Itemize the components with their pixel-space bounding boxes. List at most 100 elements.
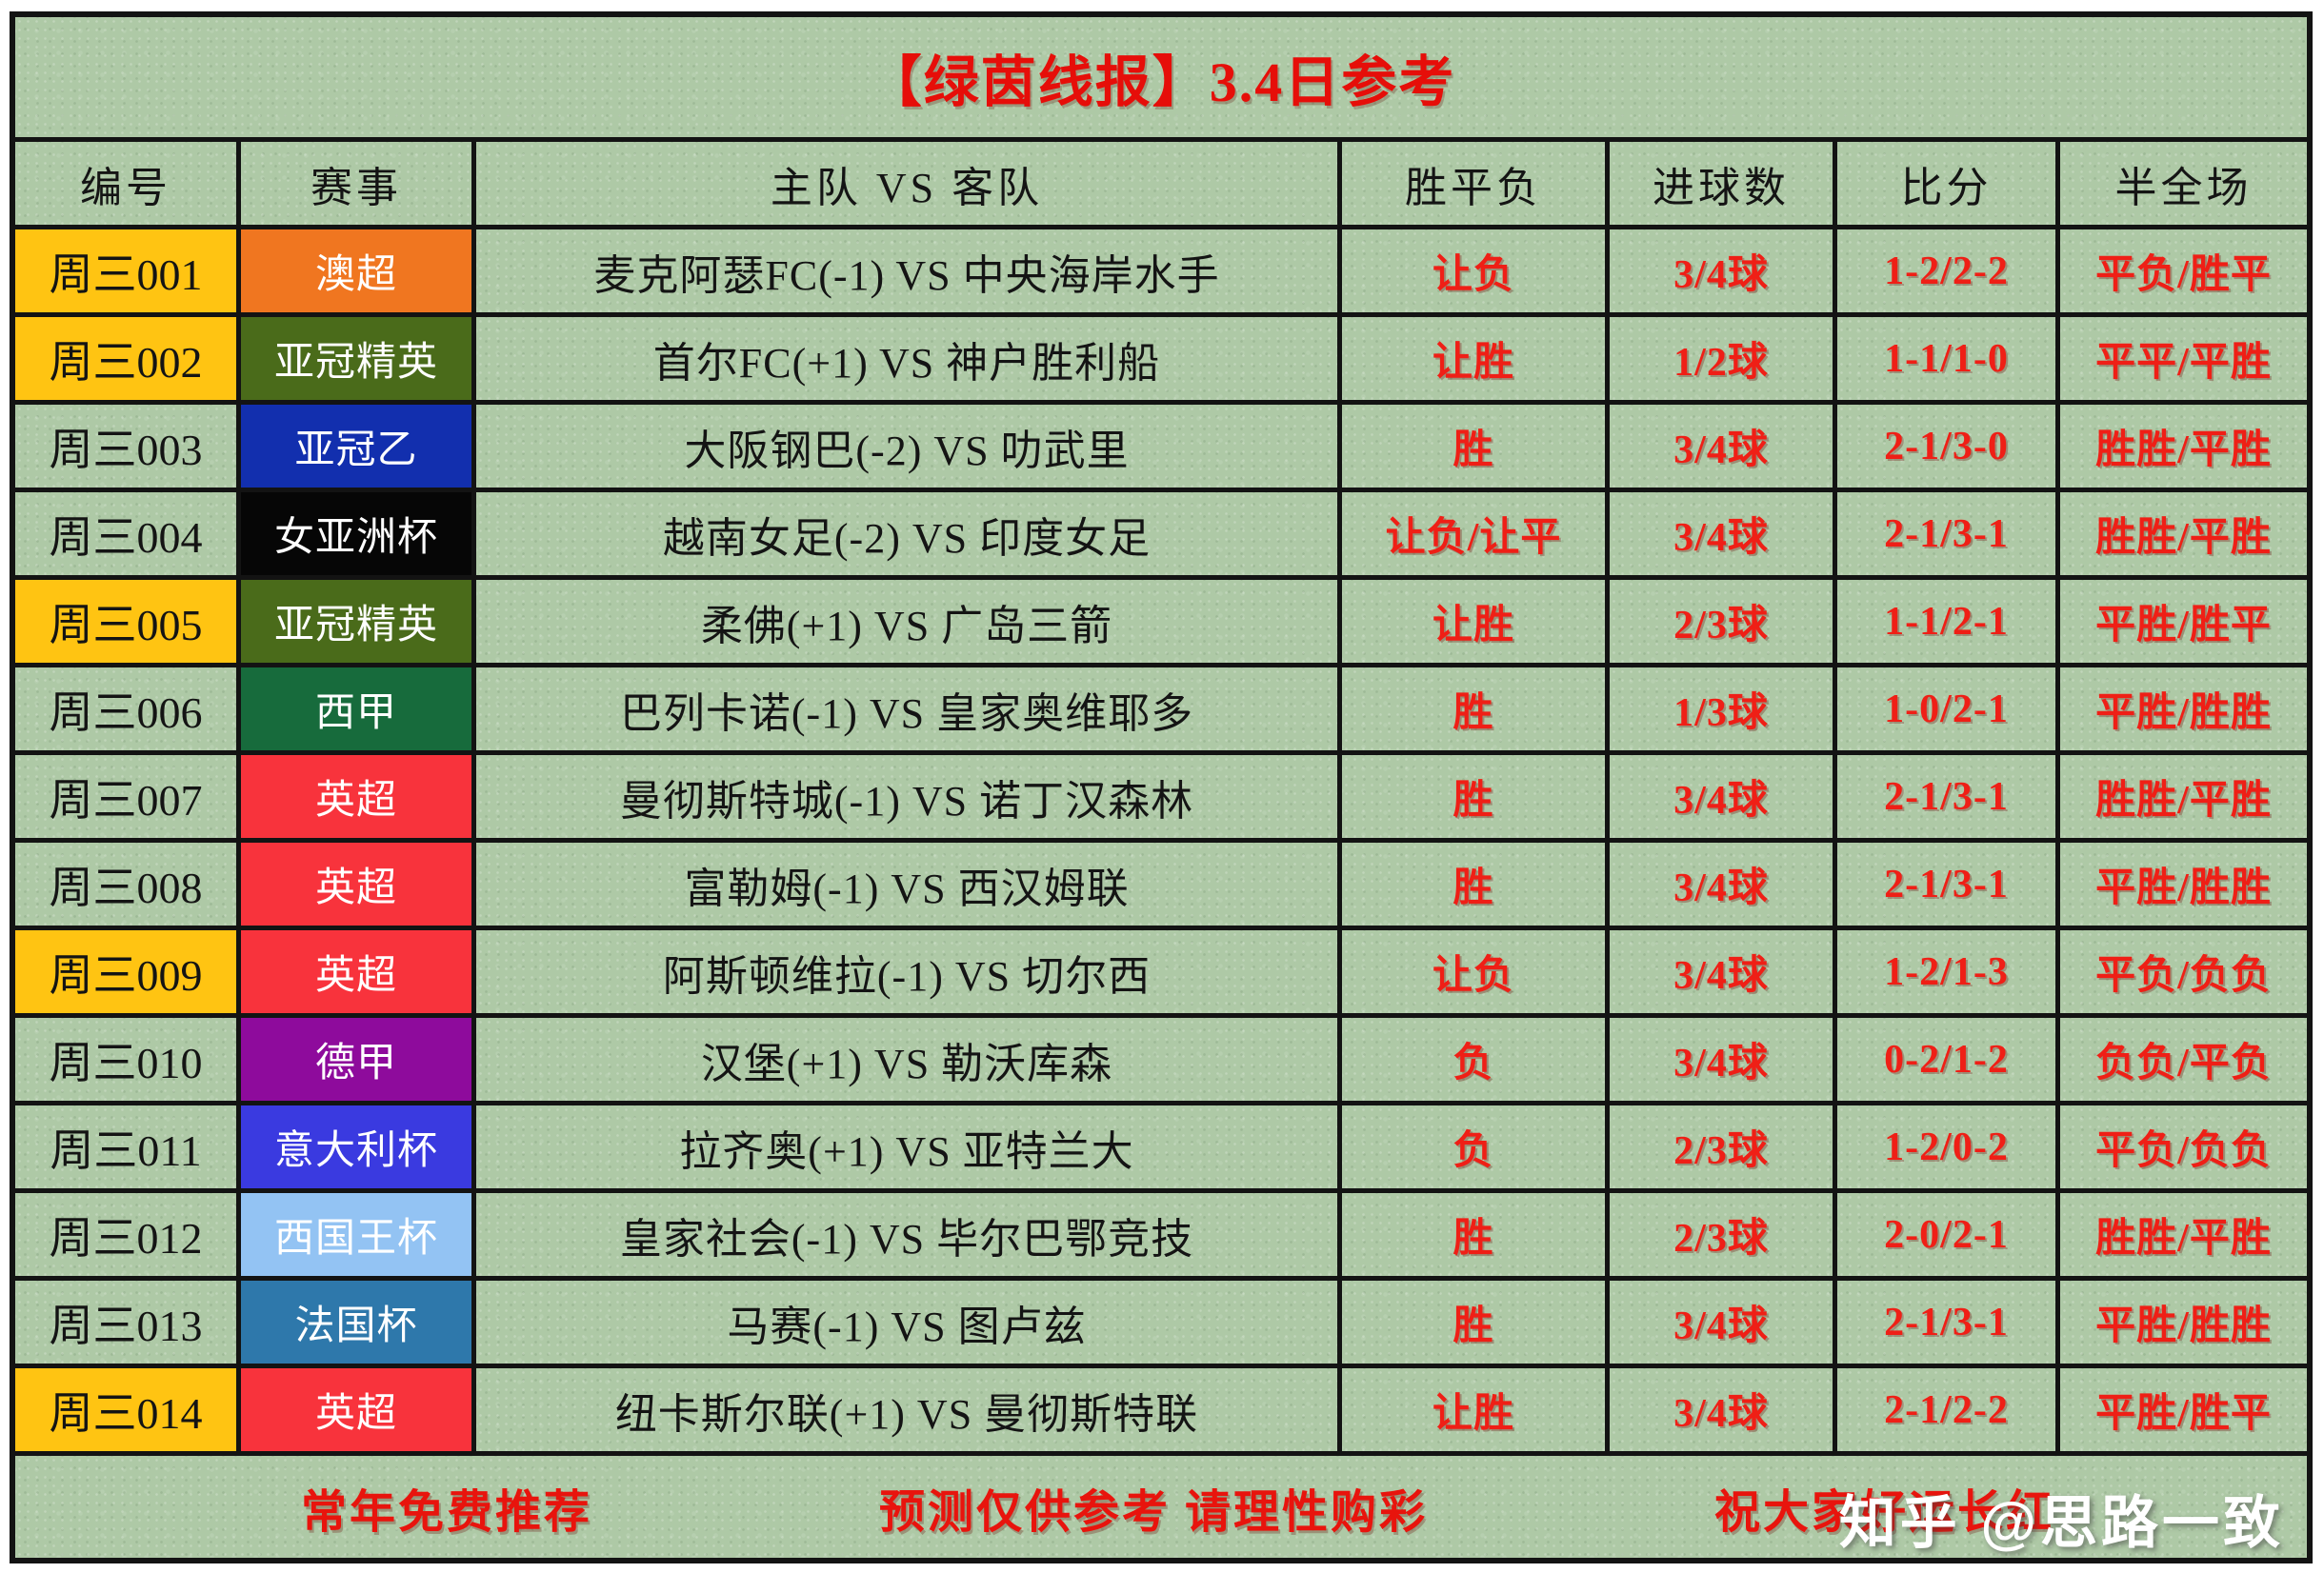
goals-pick: 3/4球 bbox=[1610, 1368, 1833, 1451]
footer-note-reference: 预测仅供参考 请理性购彩 bbox=[878, 1486, 1428, 1538]
htft-pick: 平平/平胜 bbox=[2060, 317, 2307, 400]
score-pick: 2-1/3-1 bbox=[1837, 755, 2055, 838]
htft-pick: 平胜/胜平 bbox=[2060, 1368, 2307, 1451]
htft-pick: 胜胜/平胜 bbox=[2060, 492, 2307, 575]
match-id: 周三002 bbox=[15, 317, 236, 400]
match-id: 周三010 bbox=[15, 1018, 236, 1101]
footer-note-free: 常年免费推荐 bbox=[301, 1486, 593, 1538]
match-id: 周三005 bbox=[15, 580, 236, 663]
match-teams: 麦克阿瑟FC(-1) VS 中央海岸水手 bbox=[476, 229, 1337, 312]
league-badge: 英超 bbox=[241, 1368, 471, 1451]
score-pick: 1-0/2-1 bbox=[1837, 667, 2055, 750]
match-teams: 皇家社会(-1) VS 毕尔巴鄂竞技 bbox=[476, 1193, 1337, 1276]
league-badge: 澳超 bbox=[241, 229, 471, 312]
score-pick: 2-1/3-1 bbox=[1837, 1281, 2055, 1364]
match-teams: 越南女足(-2) VS 印度女足 bbox=[476, 492, 1337, 575]
league-badge: 亚冠精英 bbox=[241, 317, 471, 400]
goals-pick: 3/4球 bbox=[1610, 1281, 1833, 1364]
goals-pick: 3/4球 bbox=[1610, 930, 1833, 1013]
score-pick: 2-1/3-0 bbox=[1837, 405, 2055, 488]
column-header-league: 赛事 bbox=[241, 142, 471, 225]
goals-pick: 2/3球 bbox=[1610, 580, 1833, 663]
match-id: 周三013 bbox=[15, 1281, 236, 1364]
prediction-table: 编号 赛事 主队 VS 客队 胜平负 进球数 比分 半全场 周三001 澳超 麦… bbox=[15, 137, 2307, 1456]
match-id: 周三014 bbox=[15, 1368, 236, 1451]
league-badge: 意大利杯 bbox=[241, 1105, 471, 1188]
score-pick: 2-1/2-2 bbox=[1837, 1368, 2055, 1451]
match-id: 周三009 bbox=[15, 930, 236, 1013]
wdl-pick: 让胜 bbox=[1342, 317, 1605, 400]
wdl-pick: 负 bbox=[1342, 1018, 1605, 1101]
goals-pick: 2/3球 bbox=[1610, 1105, 1833, 1188]
match-id: 周三007 bbox=[15, 755, 236, 838]
zhihu-watermark: 知乎 @思路一致 bbox=[1838, 1491, 2284, 1555]
match-id: 周三003 bbox=[15, 405, 236, 488]
match-id: 周三012 bbox=[15, 1193, 236, 1276]
footer-row: 常年免费推荐 预测仅供参考 请理性购彩 祝大家好运长红 bbox=[15, 1456, 2307, 1558]
wdl-pick: 让负 bbox=[1342, 229, 1605, 312]
htft-pick: 胜胜/平胜 bbox=[2060, 1193, 2307, 1276]
column-header-htft: 半全场 bbox=[2060, 142, 2307, 225]
column-header-wdl: 胜平负 bbox=[1342, 142, 1605, 225]
league-badge: 德甲 bbox=[241, 1018, 471, 1101]
match-id: 周三001 bbox=[15, 229, 236, 312]
htft-pick: 胜胜/平胜 bbox=[2060, 755, 2307, 838]
league-badge: 英超 bbox=[241, 930, 471, 1013]
match-teams: 巴列卡诺(-1) VS 皇家奥维耶多 bbox=[476, 667, 1337, 750]
htft-pick: 平胜/胜胜 bbox=[2060, 843, 2307, 926]
score-pick: 1-2/1-3 bbox=[1837, 930, 2055, 1013]
goals-pick: 1/2球 bbox=[1610, 317, 1833, 400]
wdl-pick: 让胜 bbox=[1342, 1368, 1605, 1451]
wdl-pick: 胜 bbox=[1342, 1193, 1605, 1276]
goals-pick: 1/3球 bbox=[1610, 667, 1833, 750]
score-pick: 0-2/1-2 bbox=[1837, 1018, 2055, 1101]
htft-pick: 平负/负负 bbox=[2060, 930, 2307, 1013]
htft-pick: 平胜/胜胜 bbox=[2060, 667, 2307, 750]
score-pick: 2-0/2-1 bbox=[1837, 1193, 2055, 1276]
league-badge: 西国王杯 bbox=[241, 1193, 471, 1276]
league-badge: 亚冠精英 bbox=[241, 580, 471, 663]
score-pick: 2-1/3-1 bbox=[1837, 492, 2055, 575]
htft-pick: 平胜/胜平 bbox=[2060, 580, 2307, 663]
htft-pick: 胜胜/平胜 bbox=[2060, 405, 2307, 488]
wdl-pick: 负 bbox=[1342, 1105, 1605, 1188]
match-id: 周三011 bbox=[15, 1105, 236, 1188]
goals-pick: 3/4球 bbox=[1610, 229, 1833, 312]
htft-pick: 平负/胜平 bbox=[2060, 229, 2307, 312]
page-title: 【绿茵线报】3.4日参考 bbox=[866, 51, 1456, 113]
score-pick: 1-1/2-1 bbox=[1837, 580, 2055, 663]
wdl-pick: 胜 bbox=[1342, 405, 1605, 488]
htft-pick: 平胜/胜胜 bbox=[2060, 1281, 2307, 1364]
goals-pick: 3/4球 bbox=[1610, 755, 1833, 838]
prediction-board: 【绿茵线报】3.4日参考 编号 赛事 主队 VS 客队 胜平负 进球数 比分 半… bbox=[10, 11, 2313, 1563]
column-header-score: 比分 bbox=[1837, 142, 2055, 225]
score-pick: 2-1/3-1 bbox=[1837, 843, 2055, 926]
match-teams: 大阪钢巴(-2) VS 叻武里 bbox=[476, 405, 1337, 488]
score-pick: 1-1/1-0 bbox=[1837, 317, 2055, 400]
league-badge: 女亚洲杯 bbox=[241, 492, 471, 575]
htft-pick: 平负/负负 bbox=[2060, 1105, 2307, 1188]
goals-pick: 3/4球 bbox=[1610, 843, 1833, 926]
match-teams: 富勒姆(-1) VS 西汉姆联 bbox=[476, 843, 1337, 926]
footer-note-luck: 祝大家好运长红 bbox=[1713, 1486, 2054, 1538]
column-header-match: 主队 VS 客队 bbox=[476, 142, 1337, 225]
goals-pick: 3/4球 bbox=[1610, 1018, 1833, 1101]
wdl-pick: 胜 bbox=[1342, 667, 1605, 750]
goals-pick: 2/3球 bbox=[1610, 1193, 1833, 1276]
title-row: 【绿茵线报】3.4日参考 bbox=[15, 17, 2307, 137]
match-teams: 首尔FC(+1) VS 神户胜利船 bbox=[476, 317, 1337, 400]
match-id: 周三008 bbox=[15, 843, 236, 926]
wdl-pick: 让负/让平 bbox=[1342, 492, 1605, 575]
column-header-id: 编号 bbox=[15, 142, 236, 225]
match-teams: 汉堡(+1) VS 勒沃库森 bbox=[476, 1018, 1337, 1101]
league-badge: 法国杯 bbox=[241, 1281, 471, 1364]
match-teams: 拉齐奥(+1) VS 亚特兰大 bbox=[476, 1105, 1337, 1188]
score-pick: 1-2/2-2 bbox=[1837, 229, 2055, 312]
match-id: 周三004 bbox=[15, 492, 236, 575]
league-badge: 英超 bbox=[241, 843, 471, 926]
match-teams: 阿斯顿维拉(-1) VS 切尔西 bbox=[476, 930, 1337, 1013]
wdl-pick: 胜 bbox=[1342, 755, 1605, 838]
league-badge: 亚冠乙 bbox=[241, 405, 471, 488]
wdl-pick: 胜 bbox=[1342, 1281, 1605, 1364]
